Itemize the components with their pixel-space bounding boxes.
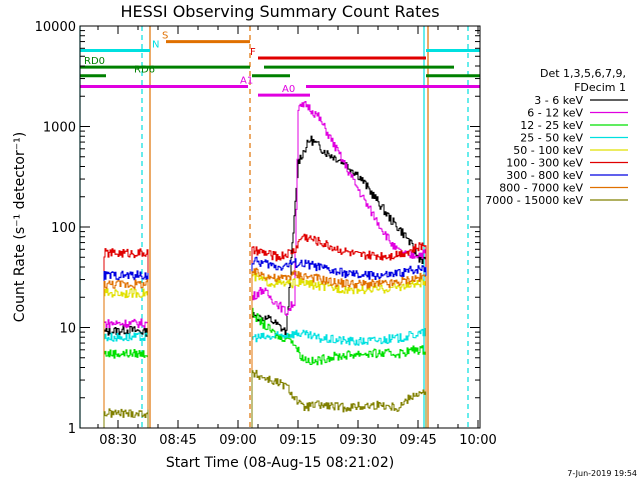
legend-label-7: 800 - 7000 keV xyxy=(499,182,583,195)
series-line-4-seg-0 xyxy=(103,288,149,428)
y-tick-label-4: 10000 xyxy=(35,20,76,35)
x-tick-label-6: 10:00 xyxy=(459,433,496,448)
flag-label-a1: A1 xyxy=(240,76,253,87)
legend-header-line1: Det 1,3,5,6,7,9, xyxy=(540,67,626,80)
legend-label-2: 12 - 25 keV xyxy=(520,119,583,132)
series-line-6-seg-1 xyxy=(251,256,427,428)
x-tick-label-0: 08:30 xyxy=(99,433,136,448)
y-axis-label: Count Rate (s⁻¹ detector⁻¹) xyxy=(12,132,28,322)
y-tick-label-3: 1000 xyxy=(43,121,76,136)
legend-label-8: 7000 - 15000 keV xyxy=(485,194,583,207)
legend-header-line2: FDecim 1 xyxy=(574,81,626,94)
flag-label-n: N xyxy=(152,40,159,51)
y-tick-label-2: 100 xyxy=(51,221,76,236)
flag-label-rd6: RD6 xyxy=(134,65,155,76)
flag-labels: SN F RD0 RD6 A1 A0 xyxy=(84,31,295,96)
x-tick-label-4: 09:30 xyxy=(339,433,376,448)
series-line-8-seg-1 xyxy=(251,369,427,428)
flag-label-s: S xyxy=(162,31,168,42)
flag-label-f: F xyxy=(250,47,256,58)
x-tick-label-2: 09:00 xyxy=(219,433,256,448)
series-line-1-seg-1 xyxy=(251,101,427,428)
footer-date: 7-Jun-2019 19:54 xyxy=(567,469,637,478)
series-line-4-seg-1 xyxy=(251,273,427,428)
chart-title: HESSI Observing Summary Count Rates xyxy=(120,2,439,21)
plot-clip-area xyxy=(79,26,480,428)
y-tick-label-1: 10 xyxy=(59,322,76,337)
series-line-6-seg-0 xyxy=(103,270,149,428)
flag-label-a0: A0 xyxy=(282,84,295,95)
series-line-0-seg-1 xyxy=(251,135,427,428)
series-line-1-seg-0 xyxy=(103,318,149,428)
x-axis: 08:30 08:45 09:00 09:15 09:30 09:45 10:00 xyxy=(97,26,497,448)
y-axis: 1 10 100 1000 10000 xyxy=(35,20,480,437)
series-line-3-seg-1 xyxy=(251,328,427,428)
y-tick-label-0: 1 xyxy=(68,422,76,437)
series-lines xyxy=(103,101,427,428)
series-line-7-seg-1 xyxy=(251,267,427,428)
legend-label-6: 300 - 800 keV xyxy=(506,169,583,182)
legend-label-3: 25 - 50 keV xyxy=(520,132,583,145)
flag-bars xyxy=(80,40,480,97)
series-line-5-seg-1 xyxy=(251,233,427,428)
legend-label-1: 6 - 12 keV xyxy=(527,107,583,120)
series-line-2-seg-1 xyxy=(251,307,427,428)
series-line-2-seg-0 xyxy=(103,349,149,428)
legend-label-0: 3 - 6 keV xyxy=(534,94,583,107)
x-tick-label-5: 09:45 xyxy=(399,433,436,448)
series-line-8-seg-0 xyxy=(103,408,149,428)
series-line-5-seg-0 xyxy=(103,248,149,428)
series-line-7-seg-0 xyxy=(103,279,149,428)
x-tick-label-1: 08:45 xyxy=(159,433,196,448)
legend-label-5: 100 - 300 keV xyxy=(506,157,583,170)
x-axis-label: Start Time (08-Aug-15 08:21:02) xyxy=(166,455,394,471)
legend-label-4: 50 - 100 keV xyxy=(513,144,583,157)
x-tick-label-3: 09:15 xyxy=(279,433,316,448)
series-line-3-seg-0 xyxy=(103,332,149,428)
flag-label-rd0: RD0 xyxy=(84,56,105,67)
